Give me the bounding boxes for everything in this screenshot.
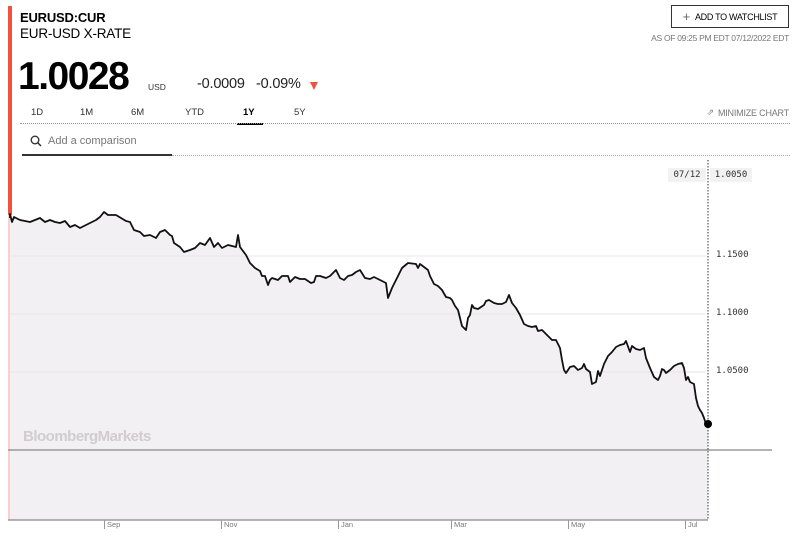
bloomberg-watermark: BloombergMarkets	[23, 428, 151, 445]
active-tab-indicator	[237, 123, 263, 125]
watchlist-label: ADD TO WATCHLIST	[694, 11, 778, 22]
y-tick-label: 1.1000	[716, 308, 749, 318]
tab-1y[interactable]: 1Y	[243, 107, 255, 118]
x-tick-label: May	[568, 520, 585, 529]
tab-5y[interactable]: 5Y	[294, 107, 306, 118]
y-tick-label: 1.1500	[716, 250, 749, 260]
tab-1m[interactable]: 1M	[80, 107, 94, 118]
minimize-chart-button[interactable]: ⇗ MINIMIZE CHART	[706, 107, 790, 118]
as-of-timestamp: AS OF 09:25 PM EDT 07/12/2022 EDT	[651, 33, 789, 43]
tab-6m[interactable]: 6M	[131, 107, 145, 118]
instrument-name: EUR-USD X-RATE	[20, 26, 131, 41]
add-to-watchlist-button[interactable]: + ADD TO WATCHLIST	[671, 5, 789, 28]
last-price: 1.0028	[18, 55, 130, 98]
tabs-divider	[20, 123, 790, 124]
crosshair-date-label: 07/12	[668, 168, 706, 182]
accent-line	[8, 215, 10, 520]
chart-area-fill	[10, 212, 708, 520]
price-line	[9, 211, 707, 425]
price-currency: USD	[148, 82, 166, 92]
search-icon	[30, 135, 42, 147]
x-tick-label: Mar	[451, 520, 467, 529]
x-tick-label: Sep	[104, 520, 120, 529]
price-change-percent: -0.09%	[256, 76, 301, 92]
x-tick-label: Jan	[338, 520, 353, 529]
minimize-label: MINIMIZE CHART	[717, 107, 789, 118]
accent-bar	[8, 6, 12, 215]
ticker-symbol: EURUSD:CUR	[20, 10, 106, 25]
down-arrow-icon	[310, 82, 318, 90]
comparison-divider	[172, 155, 790, 156]
y-tick-label: 1.0500	[716, 366, 749, 376]
plus-icon: +	[682, 8, 691, 24]
comparison-input[interactable]	[48, 135, 168, 147]
last-point-marker	[704, 420, 712, 428]
x-tick-label: Nov	[221, 520, 237, 529]
comparison-search[interactable]	[22, 128, 172, 156]
crosshair-value-label: 1.0050	[710, 168, 752, 182]
x-tick-label: Jul	[685, 520, 698, 529]
tab-ytd[interactable]: YTD	[185, 107, 204, 118]
tab-1d[interactable]: 1D	[31, 107, 44, 118]
collapse-arrows-icon: ⇗	[706, 107, 715, 117]
price-change: -0.0009	[197, 76, 245, 92]
